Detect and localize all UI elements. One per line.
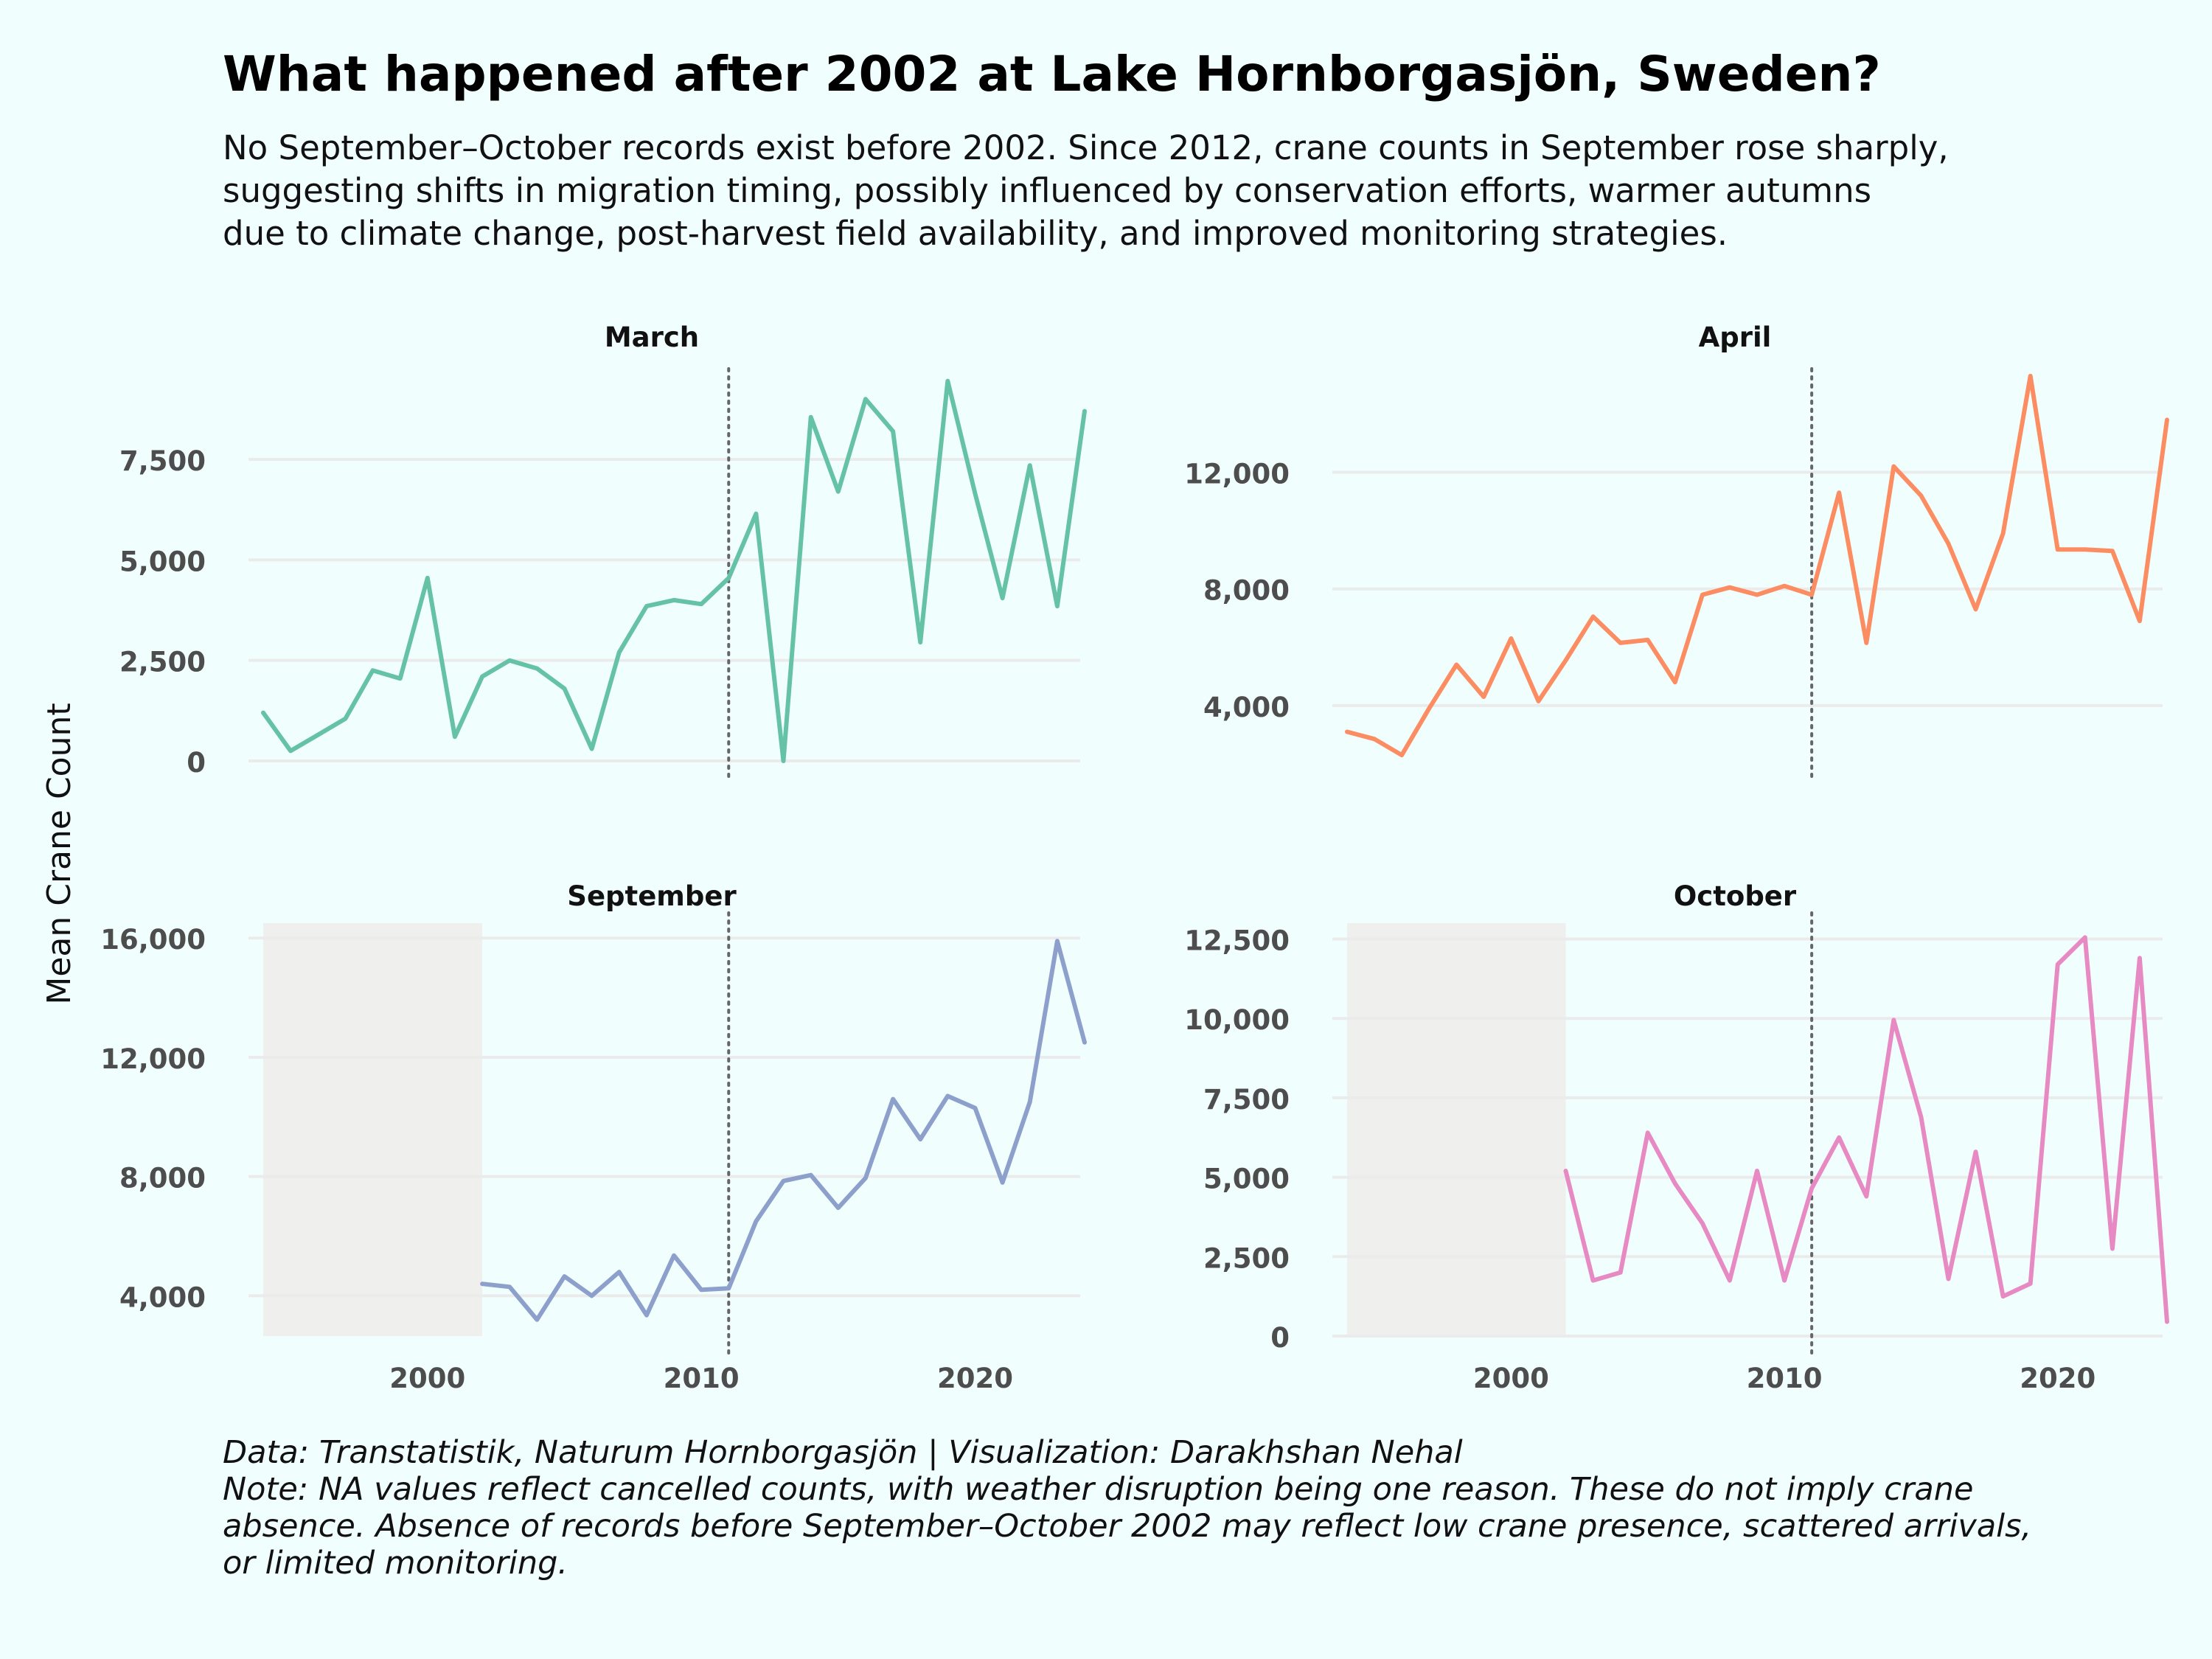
october-series-line	[1563, 935, 2169, 1324]
october-panel: 0 2,500 5,000 7,500 10,000 12,500 October 2000 2…	[1184, 880, 2169, 1394]
march-series-line	[261, 378, 1087, 763]
x-tick-label: 2000	[389, 1363, 465, 1394]
facet-panels: 0 2,500 5,000 7,500 March 4,000 8,000 12,000 Apr…	[100, 321, 2169, 1394]
no-records-region	[263, 923, 483, 1336]
march-panel: 0 2,500 5,000 7,500 March	[119, 321, 1087, 780]
y-tick-label: 12,000	[100, 1043, 206, 1075]
y-tick-label: 5,000	[1203, 1164, 1290, 1195]
april-panel: 4,000 8,000 12,000 April	[1184, 321, 2169, 780]
panel-title: October	[1674, 880, 1797, 912]
panel-title: March	[605, 321, 699, 353]
caption-line: Note: NA values reflect cancelled counts…	[223, 1471, 1974, 1508]
y-tick-label: 4,000	[1203, 692, 1290, 723]
april-series-line	[1345, 374, 2169, 758]
y-tick-label: 16,000	[100, 924, 206, 956]
y-tick-label: 10,000	[1184, 1004, 1290, 1036]
y-tick-label: 7,500	[119, 445, 206, 477]
y-tick-label: 0	[1270, 1322, 1290, 1354]
caption-line: absence. Absence of records before Septe…	[223, 1508, 2032, 1545]
x-tick-label: 2020	[2020, 1363, 2096, 1394]
x-tick-label: 2000	[1473, 1363, 1549, 1394]
x-tick-label: 2010	[664, 1363, 740, 1394]
y-tick-label: 2,500	[1203, 1242, 1290, 1274]
x-tick-label: 2020	[937, 1363, 1013, 1394]
y-tick-label: 5,000	[119, 546, 206, 577]
panel-title: September	[567, 880, 737, 912]
caption-line: or limited monitoring.	[223, 1545, 568, 1582]
september-series-line	[480, 939, 1087, 1322]
y-tick-label: 8,000	[1203, 575, 1290, 607]
y-tick-label: 8,000	[119, 1163, 206, 1194]
september-panel: 4,000 8,000 12,000 16,000 September 2000 2010 2…	[100, 880, 1087, 1394]
y-axis-label: Mean Crane Count	[41, 703, 78, 1004]
panel-title: April	[1699, 321, 1772, 353]
subtitle-line: No September–October records exist befor…	[223, 128, 1949, 167]
y-tick-label: 7,500	[1203, 1084, 1290, 1116]
subtitle-line: due to climate change, post-harvest fiel…	[223, 214, 1728, 253]
caption-line: Data: Transtatistik, Naturum Hornborgasj…	[223, 1434, 1463, 1471]
y-tick-label: 2,500	[119, 647, 206, 678]
y-tick-label: 0	[187, 747, 206, 779]
y-tick-label: 12,500	[1184, 925, 1290, 957]
y-tick-label: 12,000	[1184, 459, 1290, 490]
chart-title: What happened after 2002 at Lake Hornbor…	[223, 46, 1881, 102]
chart-caption: Data: Transtatistik, Naturum Hornborgasj…	[223, 1434, 2199, 1582]
no-records-region	[1347, 923, 1566, 1336]
subtitle-line: suggesting shifts in migration timing, p…	[223, 171, 1872, 210]
y-tick-label: 4,000	[119, 1281, 206, 1313]
x-tick-label: 2010	[1747, 1363, 1823, 1394]
chart-subtitle: No September–October records exist befor…	[223, 127, 2199, 255]
